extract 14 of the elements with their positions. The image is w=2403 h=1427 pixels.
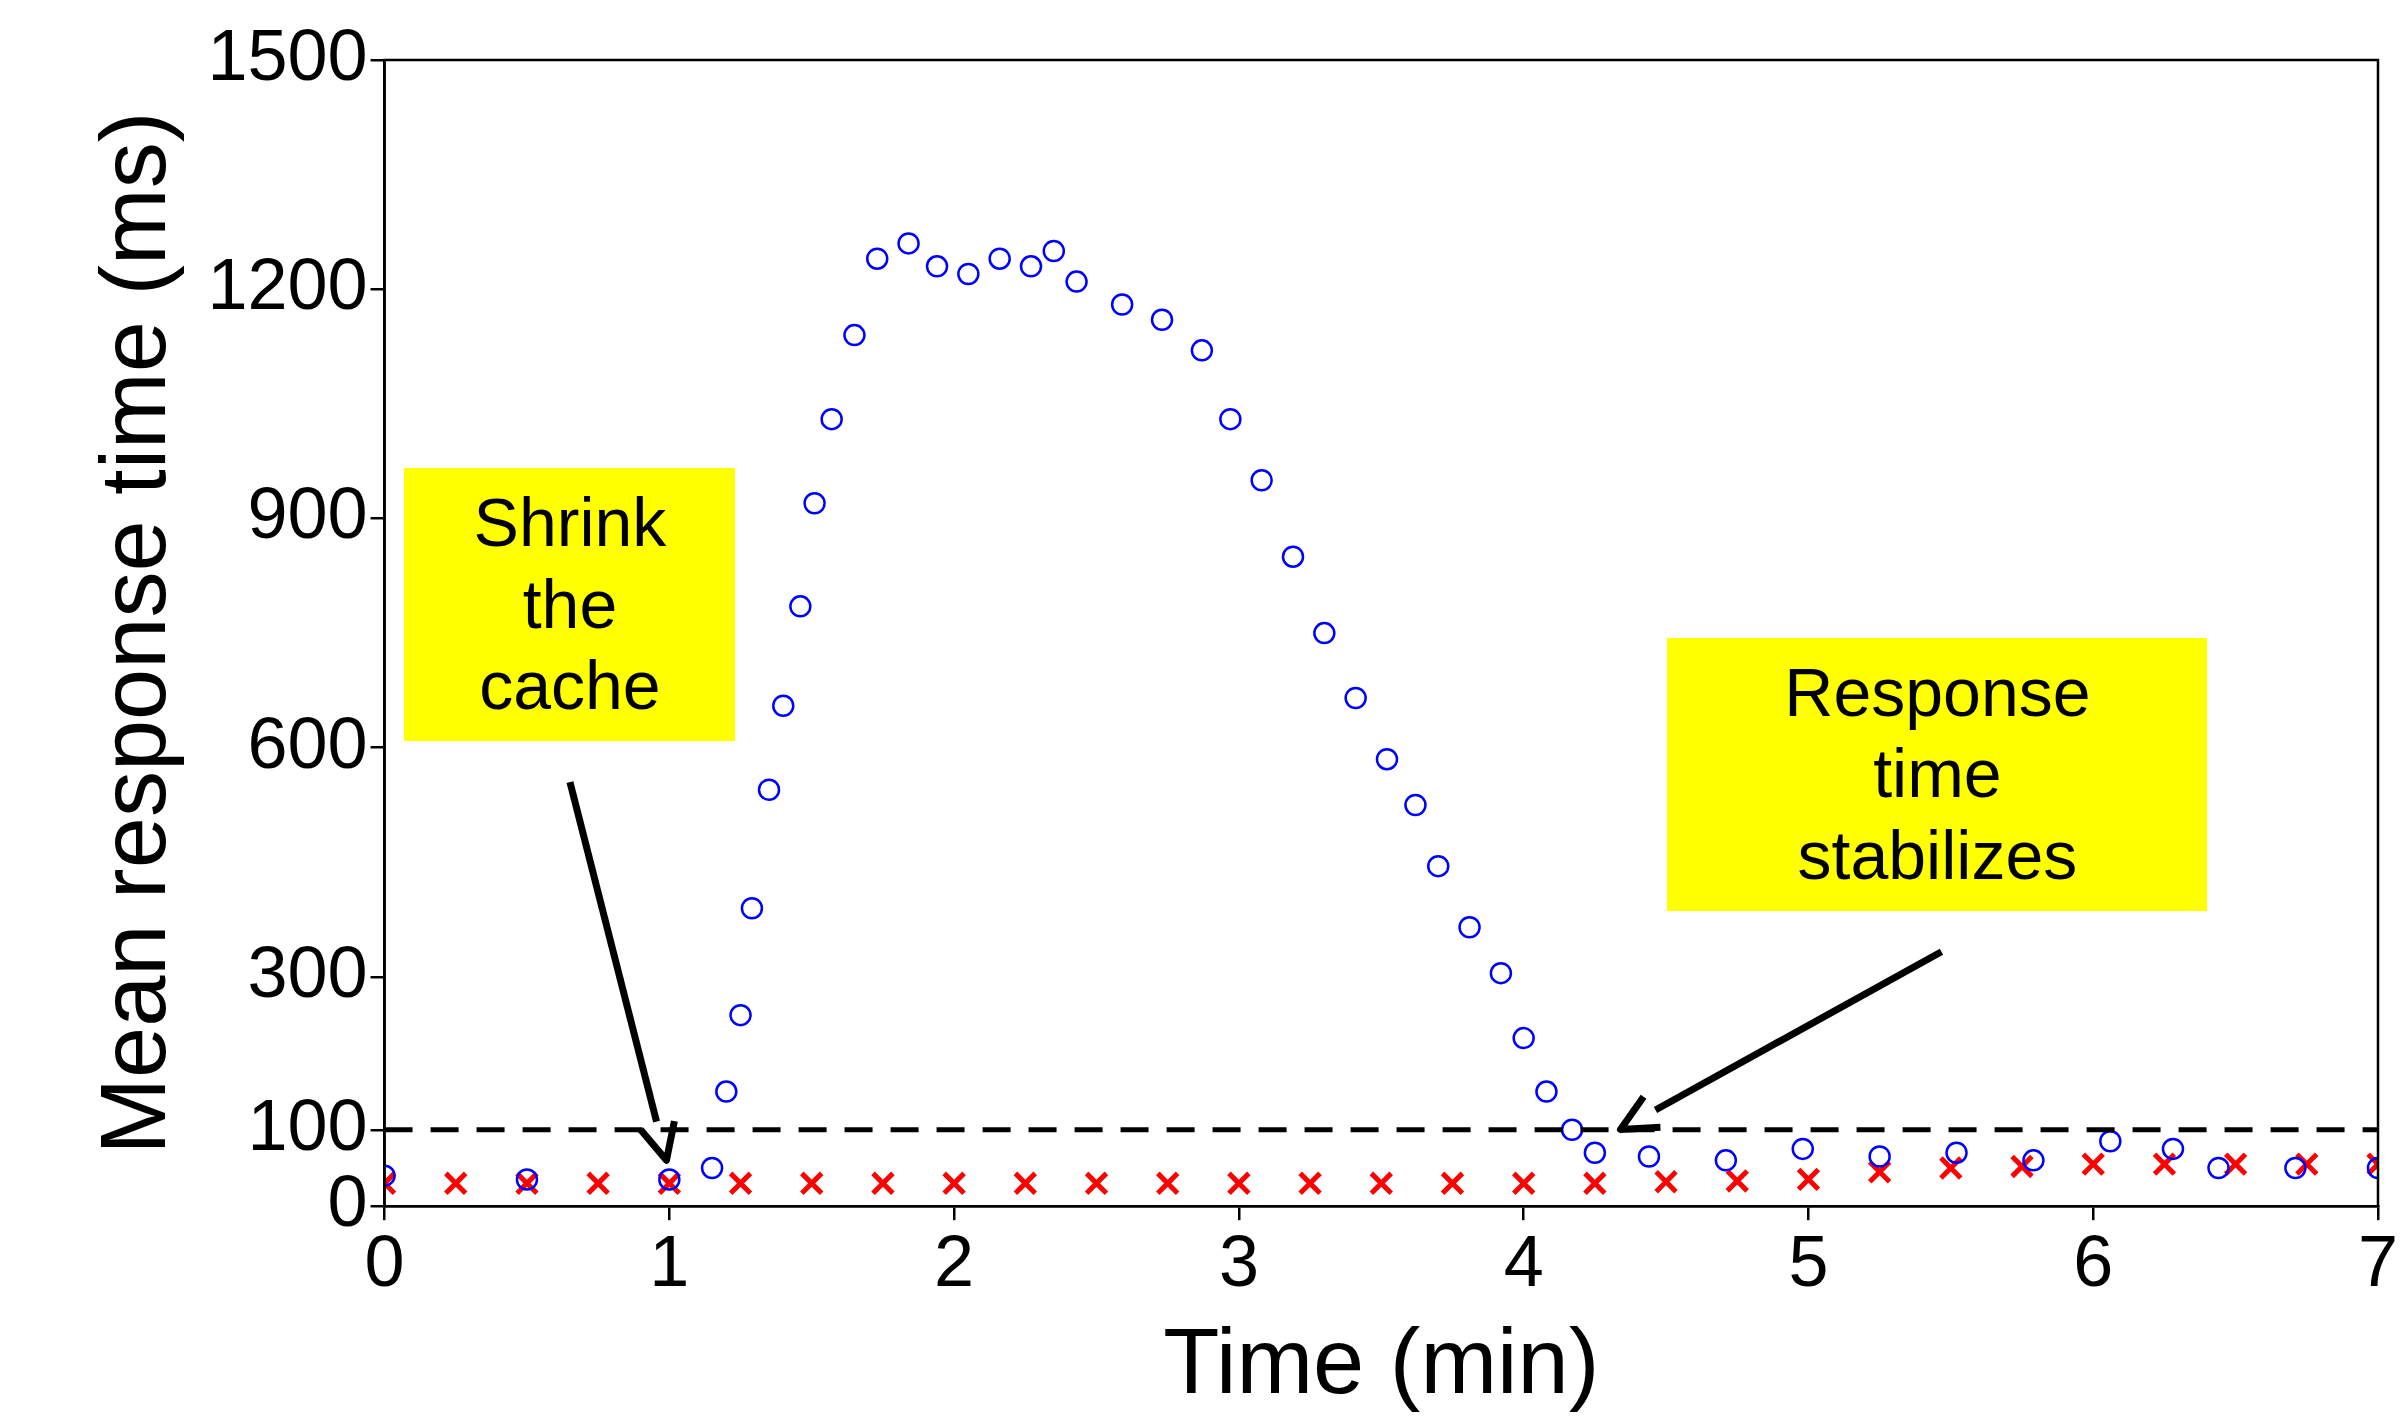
x-tick-label: 1 bbox=[649, 1221, 690, 1302]
x-axis-title: Time (min) bbox=[1163, 1310, 1600, 1413]
x-tick-label: 2 bbox=[934, 1221, 975, 1302]
y-tick-label: 900 bbox=[247, 473, 368, 554]
y-tick-label: 600 bbox=[247, 702, 368, 783]
y-tick-label: 1500 bbox=[207, 14, 368, 95]
y-tick-label: 1200 bbox=[207, 244, 368, 325]
x-tick-label: 6 bbox=[2073, 1221, 2114, 1302]
y-axis-title: Mean response time (ms) bbox=[81, 111, 184, 1155]
y-tick-label: 300 bbox=[247, 931, 368, 1012]
x-tick-label: 7 bbox=[2357, 1221, 2399, 1302]
x-tick-label: 4 bbox=[1503, 1221, 1544, 1302]
x-tick-label: 3 bbox=[1218, 1221, 1259, 1302]
x-tick-label: 5 bbox=[1788, 1221, 1829, 1302]
